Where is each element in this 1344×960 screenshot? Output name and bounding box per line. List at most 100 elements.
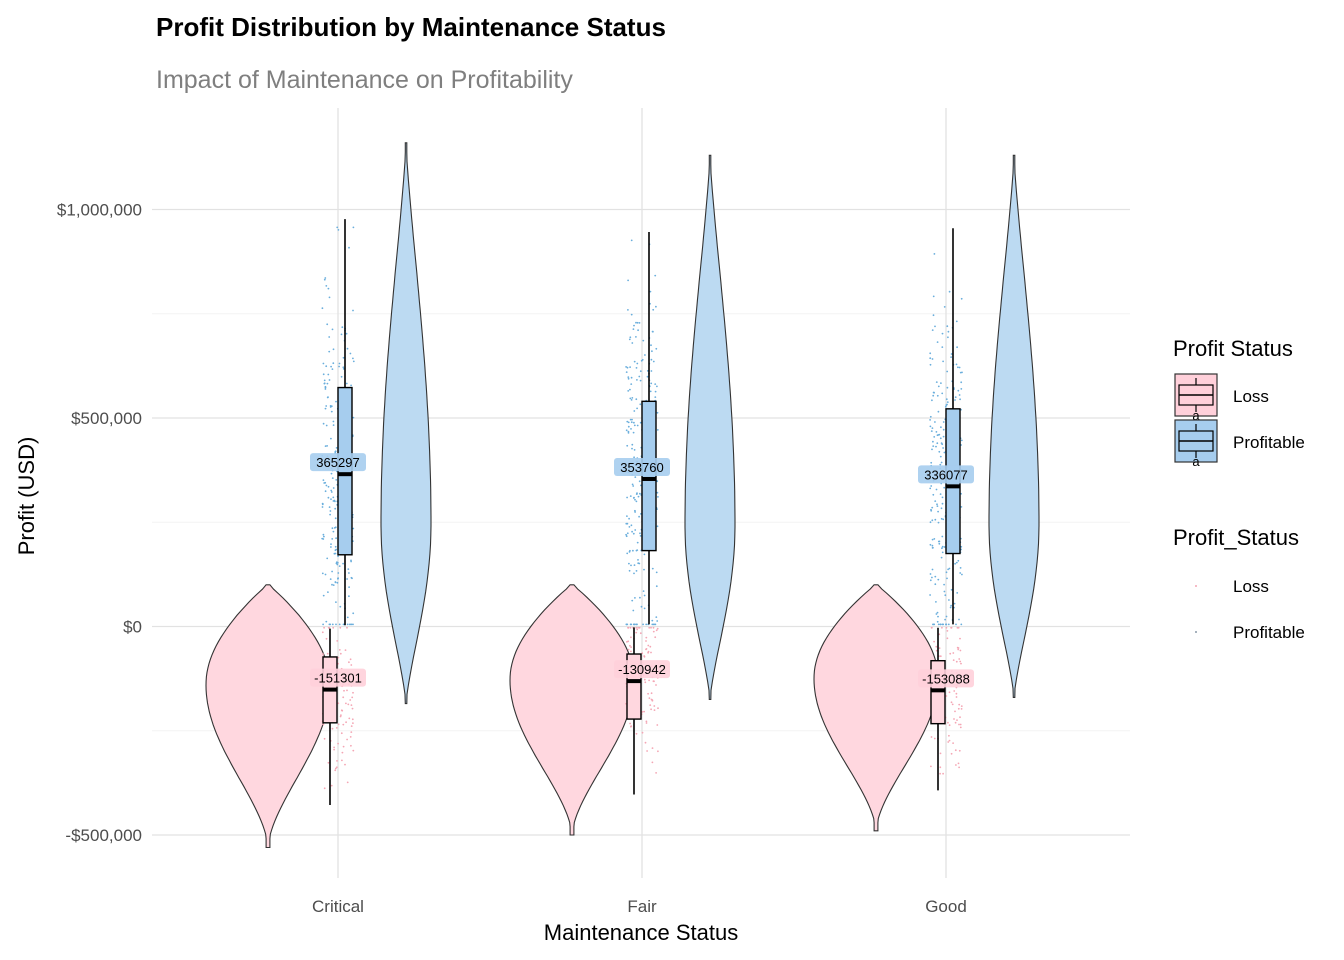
point-profitable bbox=[352, 309, 354, 312]
point-profitable bbox=[940, 507, 943, 510]
point-profitable bbox=[656, 385, 658, 388]
point-profitable bbox=[331, 538, 334, 540]
point-profitable bbox=[960, 388, 963, 390]
point-profitable bbox=[959, 572, 962, 574]
point-profitable bbox=[331, 477, 334, 479]
point-profitable bbox=[326, 396, 329, 399]
point-profitable bbox=[934, 575, 937, 578]
point-profitable bbox=[638, 480, 641, 483]
point-profitable bbox=[948, 290, 951, 293]
point-loss bbox=[653, 709, 656, 711]
point-profitable bbox=[635, 570, 638, 572]
point-loss bbox=[322, 653, 324, 655]
point-profitable bbox=[654, 623, 657, 626]
point-profitable bbox=[626, 420, 629, 423]
point-profitable bbox=[940, 517, 943, 520]
point-profitable bbox=[631, 483, 634, 486]
point-profitable bbox=[348, 595, 350, 598]
median-label-bg bbox=[614, 457, 670, 476]
point-profitable bbox=[628, 551, 631, 553]
point-profitable bbox=[950, 588, 953, 591]
point-profitable bbox=[324, 388, 327, 390]
point-profitable bbox=[352, 357, 354, 360]
point-profitable bbox=[955, 320, 958, 323]
point-profitable bbox=[326, 382, 329, 385]
point-loss bbox=[959, 660, 962, 663]
point-profitable bbox=[632, 497, 635, 499]
point-profitable bbox=[336, 226, 339, 229]
point-profitable bbox=[935, 613, 938, 615]
point-profitable bbox=[334, 581, 337, 584]
point-loss bbox=[348, 717, 351, 720]
point-loss bbox=[334, 769, 337, 772]
median-label-text: 336077 bbox=[924, 467, 967, 482]
point-profitable bbox=[929, 579, 932, 582]
point-loss bbox=[347, 703, 350, 706]
point-profitable bbox=[930, 430, 933, 432]
point-profitable bbox=[331, 368, 334, 370]
point-profitable bbox=[336, 561, 339, 564]
point-loss bbox=[643, 678, 646, 681]
point-profitable bbox=[349, 352, 352, 355]
point-profitable bbox=[628, 569, 631, 572]
point-loss bbox=[323, 787, 326, 790]
point-profitable bbox=[633, 410, 636, 412]
point-profitable bbox=[649, 390, 652, 393]
point-profitable bbox=[348, 246, 350, 249]
point-profitable bbox=[627, 430, 630, 433]
point-profitable bbox=[636, 321, 639, 324]
point-profitable bbox=[332, 584, 335, 586]
point-profitable bbox=[327, 485, 330, 488]
point-profitable bbox=[936, 505, 939, 507]
point-profitable bbox=[656, 525, 659, 528]
point-loss bbox=[655, 772, 657, 774]
point-profitable bbox=[946, 325, 949, 328]
point-profitable bbox=[944, 594, 947, 597]
point-profitable bbox=[349, 623, 351, 626]
point-profitable bbox=[960, 545, 963, 548]
point-loss bbox=[945, 695, 948, 697]
point-profitable bbox=[935, 381, 938, 383]
point-profitable bbox=[331, 583, 333, 586]
point-profitable bbox=[946, 386, 949, 389]
point-profitable bbox=[635, 321, 637, 324]
legend-key-glyph: a bbox=[1192, 454, 1200, 469]
point-profitable bbox=[937, 578, 940, 581]
point-loss bbox=[958, 658, 961, 660]
point-profitable bbox=[960, 439, 963, 442]
chart-title: Profit Distribution by Maintenance Statu… bbox=[156, 12, 666, 42]
point-profitable bbox=[331, 328, 334, 331]
point-profitable bbox=[629, 366, 631, 368]
point-loss bbox=[330, 784, 333, 787]
point-profitable bbox=[335, 601, 337, 603]
point-profitable bbox=[629, 388, 631, 391]
point-profitable bbox=[929, 415, 932, 418]
point-loss bbox=[337, 723, 340, 726]
point-profitable bbox=[332, 424, 335, 426]
point-loss bbox=[651, 747, 654, 749]
point-profitable bbox=[944, 618, 946, 621]
point-profitable bbox=[636, 362, 639, 365]
point-loss bbox=[953, 718, 955, 720]
point-profitable bbox=[635, 398, 638, 401]
point-profitable bbox=[929, 363, 932, 366]
point-profitable bbox=[940, 442, 943, 444]
point-profitable bbox=[636, 424, 639, 427]
category-group-fair: -130942 353760 bbox=[509, 154, 736, 836]
point-profitable bbox=[654, 274, 657, 277]
point-profitable bbox=[632, 549, 634, 552]
point-loss bbox=[948, 739, 951, 742]
point-profitable bbox=[945, 398, 948, 401]
point-profitable bbox=[338, 365, 340, 368]
point-profitable bbox=[642, 339, 645, 342]
point-loss bbox=[656, 724, 659, 726]
point-profitable bbox=[636, 541, 639, 544]
point-loss bbox=[957, 707, 960, 710]
point-profitable bbox=[931, 576, 933, 579]
point-profitable bbox=[640, 605, 643, 608]
point-profitable bbox=[324, 445, 327, 447]
point-loss bbox=[643, 655, 646, 657]
point-loss bbox=[957, 647, 960, 649]
point-profitable bbox=[626, 366, 629, 369]
point-loss bbox=[948, 724, 951, 727]
